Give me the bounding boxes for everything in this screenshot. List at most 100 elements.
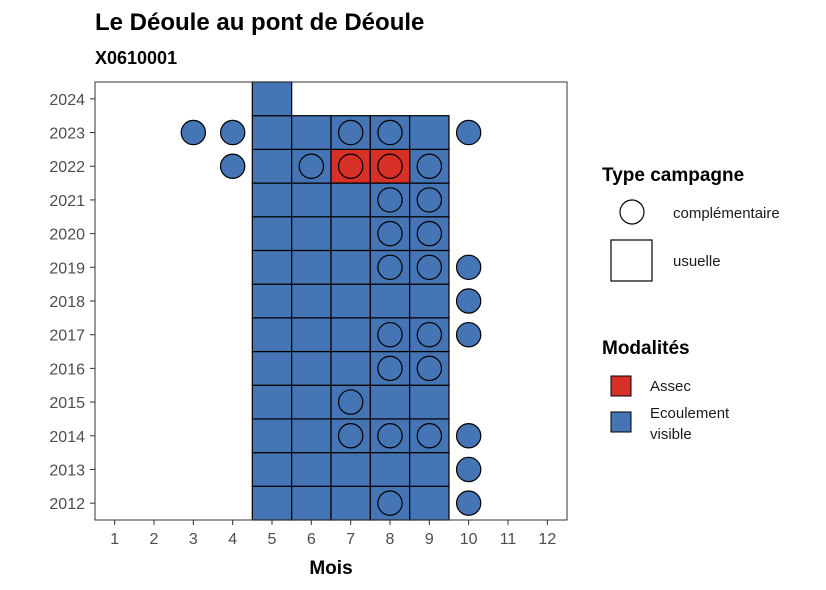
x-tick-label-6: 6 [307,531,316,548]
usuelle-cell-2014-5 [251,418,293,454]
x-tick-label-3: 3 [189,531,198,548]
usuelle-cell-2017-6 [291,317,332,353]
legend-type-title: Type campagne [602,165,744,186]
legend-ecoulement-label-line1: Ecoulement [650,405,730,422]
x-tick-label-7: 7 [346,531,355,548]
complementaire-point-2013-10 [455,456,482,483]
y-tick-label-2020: 2020 [49,227,85,244]
x-tick-label-4: 4 [228,531,237,548]
usuelle-cell-2016-5 [251,350,293,386]
x-axis: 1 2 3 4 5 6 7 8 9 10 11 12 [110,520,556,548]
usuelle-cell-2012-9 [409,485,450,521]
usuelle-cell-2020-6 [291,216,332,252]
legend-modalites: Modalités Assec Ecoulement visible [602,338,730,443]
legend-square-key [610,239,653,282]
usuelle-cell-2016-6 [291,350,332,386]
y-tick-label-2019: 2019 [49,260,85,277]
x-tick-label-10: 10 [460,531,478,548]
usuelle-cell-2013-6 [291,452,332,487]
usuelle-cell-2021-6 [291,182,332,218]
x-tick-label-11: 11 [500,531,517,548]
y-tick-label-2024: 2024 [49,92,85,109]
usuelle-cell-2018-5 [251,283,293,319]
usuelle-squares [251,81,450,521]
plot-area [94,81,568,521]
x-tick-label-9: 9 [425,531,434,548]
usuelle-cell-2019-7 [330,249,371,285]
usuelle-cell-2012-6 [291,485,332,521]
complementaire-point-2023-3 [180,119,207,146]
complementaire-point-2023-8 [377,119,403,146]
complementaire-point-2012-8 [377,490,403,516]
complementaire-point-2022-8 [377,153,403,179]
usuelle-cell-2020-7 [330,216,371,252]
complementaire-point-2016-8 [377,355,403,382]
usuelle-cell-2022-5 [251,148,293,184]
y-tick-label-2014: 2014 [49,429,85,446]
usuelle-cell-2018-7 [330,283,371,319]
legend-assec-key [610,375,632,397]
x-tick-label-2: 2 [150,531,159,548]
x-tick-label-8: 8 [386,531,395,548]
y-tick-label-2016: 2016 [49,361,85,378]
legend-type-campagne: Type campagne complémentaire usuelle [602,165,780,282]
usuelle-cell-2015-8 [369,384,411,420]
usuelle-cell-2021-7 [330,182,371,218]
complementaire-point-2014-9 [416,423,443,449]
legend-usuelle-label: usuelle [673,253,721,270]
complementaire-point-2014-8 [377,423,403,449]
usuelle-cell-2018-6 [291,283,332,319]
x-axis-title: Mois [309,558,352,579]
y-tick-label-2017: 2017 [49,328,85,345]
chart-title: Le Déoule au pont de Déoule [95,9,424,36]
legend-assec-label: Assec [650,378,691,395]
y-tick-label-2015: 2015 [49,395,85,412]
complementaire-point-2020-9 [416,220,443,247]
complementaire-point-2019-8 [377,254,403,281]
complementaire-point-2015-7 [337,389,364,415]
x-tick-label-1: 1 [110,531,119,548]
usuelle-cell-2018-9 [409,283,450,319]
usuelle-cell-2015-9 [409,384,450,420]
usuelle-cell-2023-9 [409,115,450,150]
chart-subtitle: X0610001 [95,48,177,68]
complementaire-point-2023-7 [337,119,364,146]
complementaire-point-2018-10 [455,288,482,314]
usuelle-cell-2024-5 [251,81,293,117]
complementaire-point-2017-10 [455,321,482,348]
y-tick-label-2023: 2023 [49,126,85,143]
usuelle-cell-2013-7 [330,452,371,487]
complementaire-point-2022-4 [219,153,246,179]
usuelle-cell-2019-5 [251,249,293,285]
complementaire-point-2022-6 [298,153,325,179]
complementaire-point-2023-4 [219,119,246,146]
usuelle-cell-2017-7 [330,317,371,353]
complementaire-point-2021-8 [377,187,403,213]
complementaire-circles [180,119,482,516]
legend-circle-key [619,199,645,225]
complementaire-point-2014-10 [455,423,482,449]
complementaire-point-2016-9 [416,355,443,382]
legend-modalites-title: Modalités [602,338,690,359]
usuelle-cell-2014-6 [291,418,332,454]
usuelle-cell-2018-8 [369,283,411,319]
usuelle-cell-2017-5 [251,317,293,353]
usuelle-cell-2023-6 [291,115,332,150]
y-tick-label-2018: 2018 [49,294,85,311]
legend-ecoulement-label-line2: visible [650,426,692,443]
usuelle-cell-2013-9 [409,452,450,487]
y-tick-label-2012: 2012 [49,496,85,513]
usuelle-cell-2023-5 [251,115,293,150]
complementaire-point-2017-8 [377,321,403,348]
complementaire-point-2014-7 [337,423,364,449]
usuelle-cell-2020-5 [251,216,293,252]
x-tick-label-12: 12 [538,531,556,548]
y-axis: 2012 2013 2014 2015 2016 2017 2018 2019 2020 2021… [49,92,95,513]
usuelle-cell-2013-5 [251,452,293,487]
usuelle-cell-2019-6 [291,249,332,285]
complementaire-point-2021-9 [416,187,443,213]
complementaire-point-2022-9 [416,153,443,179]
complementaire-point-2019-9 [416,254,443,281]
y-tick-label-2022: 2022 [49,159,85,176]
